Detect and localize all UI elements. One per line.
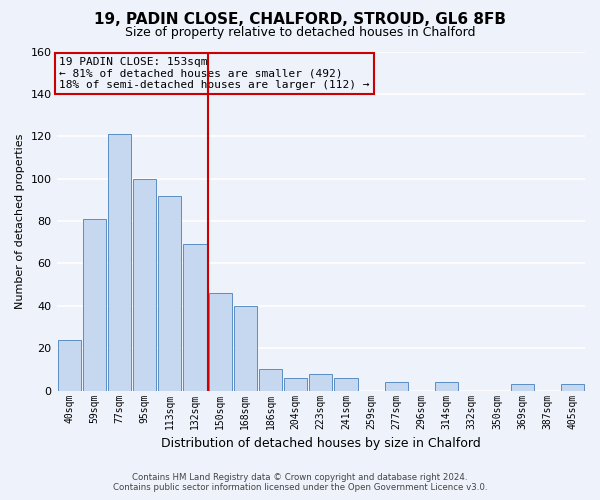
Bar (309, 374, 332, 390)
Y-axis label: Number of detached properties: Number of detached properties (15, 134, 25, 309)
Bar (184, 244, 206, 390)
Text: Contains HM Land Registry data © Crown copyright and database right 2024.
Contai: Contains HM Land Registry data © Crown c… (113, 473, 487, 492)
Bar (108, 134, 131, 390)
Bar (511, 384, 533, 390)
Bar (58, 340, 80, 390)
Text: 19, PADIN CLOSE, CHALFORD, STROUD, GL6 8FB: 19, PADIN CLOSE, CHALFORD, STROUD, GL6 8… (94, 12, 506, 28)
Bar (385, 382, 408, 390)
Bar (133, 178, 156, 390)
Bar (284, 378, 307, 390)
Bar (234, 306, 257, 390)
X-axis label: Distribution of detached houses by size in Chalford: Distribution of detached houses by size … (161, 437, 481, 450)
Bar (334, 378, 358, 390)
Text: 19 PADIN CLOSE: 153sqm
← 81% of detached houses are smaller (492)
18% of semi-de: 19 PADIN CLOSE: 153sqm ← 81% of detached… (59, 56, 370, 90)
Bar (561, 384, 584, 390)
Bar (83, 219, 106, 390)
Bar (158, 196, 181, 390)
Text: Size of property relative to detached houses in Chalford: Size of property relative to detached ho… (125, 26, 475, 39)
Bar (435, 382, 458, 390)
Bar (259, 370, 282, 390)
Bar (209, 293, 232, 390)
